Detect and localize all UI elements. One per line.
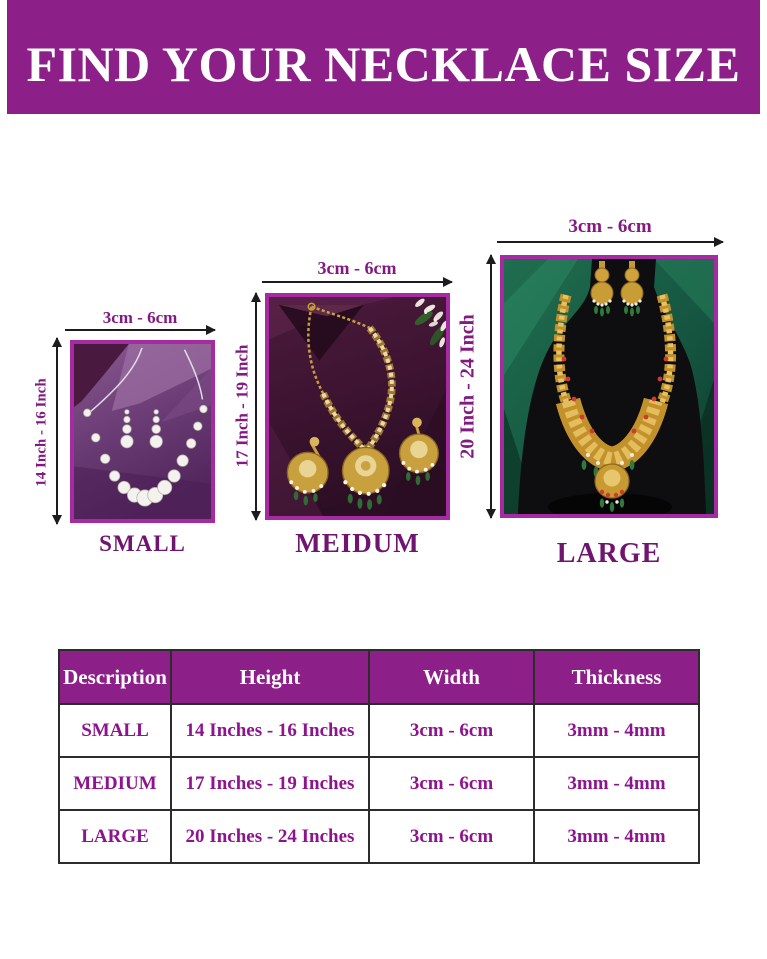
medium-size-name-label: MEIDUM — [295, 528, 420, 558]
table-header-description: Description — [58, 649, 172, 705]
table-cell: MEDIUM — [58, 756, 172, 811]
table-cell: 14 Inches - 16 Inches — [170, 703, 370, 758]
large-height-range-label: 20 Inch - 24 Inch — [456, 314, 479, 459]
table-cell: SMALL — [58, 703, 172, 758]
small-height-arrow-icon — [52, 337, 62, 525]
large-necklace-illustration — [504, 259, 714, 514]
pendant — [341, 446, 390, 510]
table-cell: 3mm - 4mm — [533, 809, 700, 864]
small-width-range-label: 3cm - 6cm — [102, 308, 178, 327]
table-row-small: SMALL 14 Inches - 16 Inches 3cm - 6cm 3m… — [58, 703, 700, 758]
small-height-range-label: 14 Inch - 16 Inch — [33, 378, 50, 487]
medium-width-range-label: 3cm - 6cm — [317, 258, 397, 278]
table-cell: 20 Inches - 24 Inches — [170, 809, 370, 864]
table-cell: 3cm - 6cm — [368, 809, 535, 864]
pendant — [594, 463, 630, 512]
right-earring — [398, 417, 439, 486]
table-cell: 17 Inches - 19 Inches — [170, 756, 370, 811]
left-earring — [286, 436, 329, 506]
earrings — [590, 261, 644, 317]
table-cell: 3mm - 4mm — [533, 756, 700, 811]
table-cell: 3cm - 6cm — [368, 703, 535, 758]
small-width-arrow-icon — [65, 325, 216, 335]
medium-height-range-label: 17 Inch - 19 Inch — [232, 344, 252, 468]
large-width-range-label: 3cm - 6cm — [568, 216, 652, 237]
medium-necklace-image — [265, 293, 450, 520]
table-row-large: LARGE 20 Inches - 24 Inches 3cm - 6cm 3m… — [58, 809, 700, 864]
size-chart-table: Description Height Width Thickness SMALL… — [58, 649, 700, 864]
small-size-name-label: SMALL — [99, 531, 186, 556]
large-height-arrow-icon — [486, 254, 496, 519]
table-header-row: Description Height Width Thickness — [58, 649, 700, 705]
large-width-arrow-icon — [497, 237, 724, 247]
table-header-width: Width — [368, 649, 535, 705]
table-cell: 3cm - 6cm — [368, 756, 535, 811]
large-necklace-image — [500, 255, 718, 518]
table-cell: 3mm - 4mm — [533, 703, 700, 758]
header-banner: FIND YOUR NECKLACE SIZE — [7, 0, 760, 114]
table-cell: LARGE — [58, 809, 172, 864]
medium-height-arrow-icon — [251, 292, 261, 521]
table-header-thickness: Thickness — [533, 649, 700, 705]
large-size-name-label: LARGE — [556, 538, 662, 569]
medium-width-arrow-icon — [262, 277, 453, 287]
small-necklace-illustration — [74, 344, 211, 519]
table-header-height: Height — [170, 649, 370, 705]
table-row-medium: MEDIUM 17 Inches - 19 Inches 3cm - 6cm 3… — [58, 756, 700, 811]
medium-necklace-illustration — [269, 297, 446, 516]
flower-decor — [414, 298, 446, 348]
small-necklace-image — [70, 340, 215, 523]
page-title: FIND YOUR NECKLACE SIZE — [26, 36, 741, 92]
